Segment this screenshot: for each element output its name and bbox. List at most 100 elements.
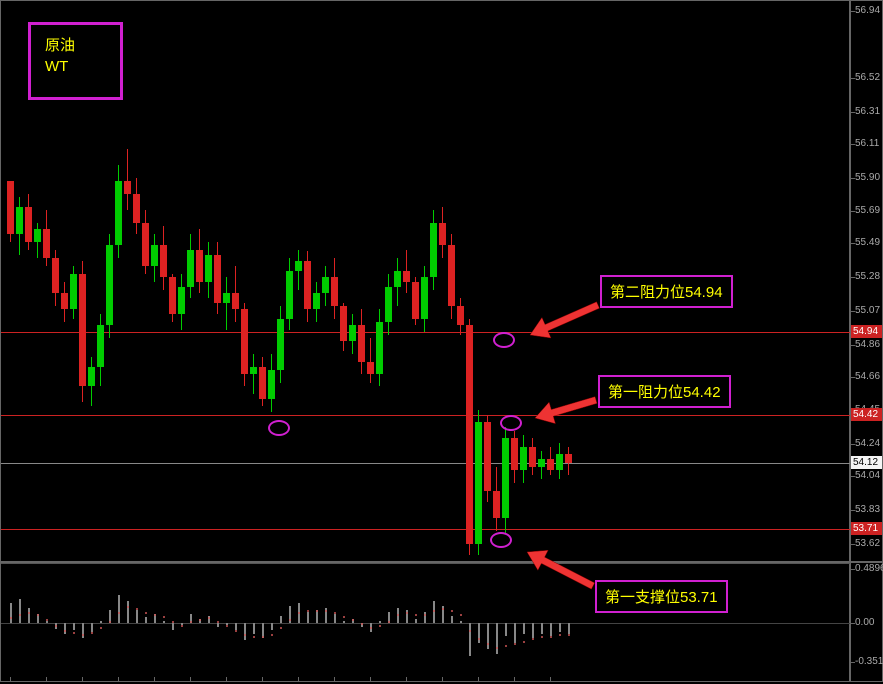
candle-body	[376, 322, 383, 373]
signal-dot	[307, 610, 309, 612]
signal-dot	[460, 614, 462, 616]
x-tick	[370, 677, 371, 681]
candle-body	[142, 223, 149, 266]
signal-dot	[64, 630, 66, 632]
signal-dot	[352, 619, 354, 621]
title-box: 原油WT	[28, 22, 123, 100]
signal-dot	[469, 630, 471, 632]
candle-wick	[127, 149, 128, 210]
candle-body	[331, 277, 338, 306]
marker-circle	[493, 332, 515, 348]
y-label: 56.94	[855, 5, 880, 16]
histogram-bar	[127, 601, 129, 623]
histogram-bar	[460, 621, 462, 623]
candle-body	[7, 181, 14, 234]
y-label: 56.31	[855, 106, 880, 117]
candle-body	[394, 271, 401, 287]
candle-body	[241, 309, 248, 373]
x-tick	[226, 677, 227, 681]
signal-dot	[550, 636, 552, 638]
histogram-bar	[64, 623, 66, 634]
annotation-label: 第二阻力位54.94	[600, 275, 733, 308]
histogram-bar	[334, 614, 336, 623]
y-label: 53.83	[855, 504, 880, 515]
signal-dot	[316, 610, 318, 612]
histogram-bar	[253, 623, 255, 634]
histogram-bar	[541, 623, 543, 634]
candle-body	[61, 293, 68, 309]
histogram-bar	[82, 623, 84, 638]
signal-dot	[199, 619, 201, 621]
x-tick	[118, 677, 119, 681]
candle-body	[439, 223, 446, 245]
signal-dot	[568, 634, 570, 636]
signal-dot	[334, 612, 336, 614]
candle-wick	[253, 354, 254, 394]
candle-body	[106, 245, 113, 325]
candle-wick	[226, 277, 227, 330]
signal-dot	[379, 625, 381, 627]
price-line	[1, 415, 851, 416]
candle-body	[223, 293, 230, 303]
signal-dot	[109, 621, 111, 623]
signal-dot	[145, 612, 147, 614]
signal-dot	[451, 610, 453, 612]
signal-dot	[46, 619, 48, 621]
x-tick	[406, 677, 407, 681]
candle-body	[358, 325, 365, 362]
candle-body	[475, 422, 482, 544]
histogram-bar	[469, 623, 471, 656]
candle-body	[133, 194, 140, 223]
indicator-y-label: 0.4896	[855, 563, 883, 574]
price-line	[1, 463, 851, 464]
histogram-bar	[514, 623, 516, 643]
signal-dot	[217, 621, 219, 623]
x-tick	[46, 677, 47, 681]
candle-body	[79, 274, 86, 386]
candle-body	[70, 274, 77, 309]
signal-dot	[244, 634, 246, 636]
histogram-bar	[379, 621, 381, 623]
candle-body	[52, 258, 59, 293]
indicator-y-label: 0.00	[855, 617, 874, 628]
candle-body	[43, 229, 50, 258]
candle-body	[169, 277, 176, 314]
marker-circle	[490, 532, 512, 548]
signal-dot	[163, 616, 165, 618]
indicator-y-label: -0.351	[855, 656, 883, 667]
candle-body	[538, 459, 545, 467]
signal-dot	[487, 643, 489, 645]
signal-dot	[325, 610, 327, 612]
histogram-bar	[145, 617, 147, 623]
histogram-bar	[433, 601, 435, 623]
x-tick	[334, 677, 335, 681]
signal-dot	[406, 612, 408, 614]
histogram-bar	[550, 623, 552, 636]
price-tag: 53.71	[851, 522, 882, 535]
y-label: 56.11	[855, 138, 879, 149]
candle-body	[322, 277, 329, 293]
histogram-bar	[568, 623, 570, 634]
zero-line	[1, 623, 851, 624]
candle-body	[493, 491, 500, 518]
signal-dot	[100, 627, 102, 629]
histogram-bar	[307, 612, 309, 623]
histogram-bar	[118, 595, 120, 623]
y-label: 55.90	[855, 172, 880, 183]
indicator-axis: 0.4896 0.00 -0.351	[850, 562, 883, 682]
histogram-bar	[271, 623, 273, 630]
signal-dot	[118, 612, 120, 614]
signal-dot	[136, 608, 138, 610]
candle-body	[268, 370, 275, 399]
y-label: 55.49	[855, 237, 880, 248]
signal-dot	[505, 645, 507, 647]
title-line2: WT	[45, 56, 106, 77]
candle-body	[529, 447, 536, 466]
candle-body	[286, 271, 293, 319]
candle-body	[277, 319, 284, 370]
x-tick	[262, 677, 263, 681]
histogram-bar	[46, 621, 48, 623]
price-tag: 54.42	[851, 408, 882, 421]
x-tick	[478, 677, 479, 681]
price-tag: 54.94	[851, 325, 882, 338]
